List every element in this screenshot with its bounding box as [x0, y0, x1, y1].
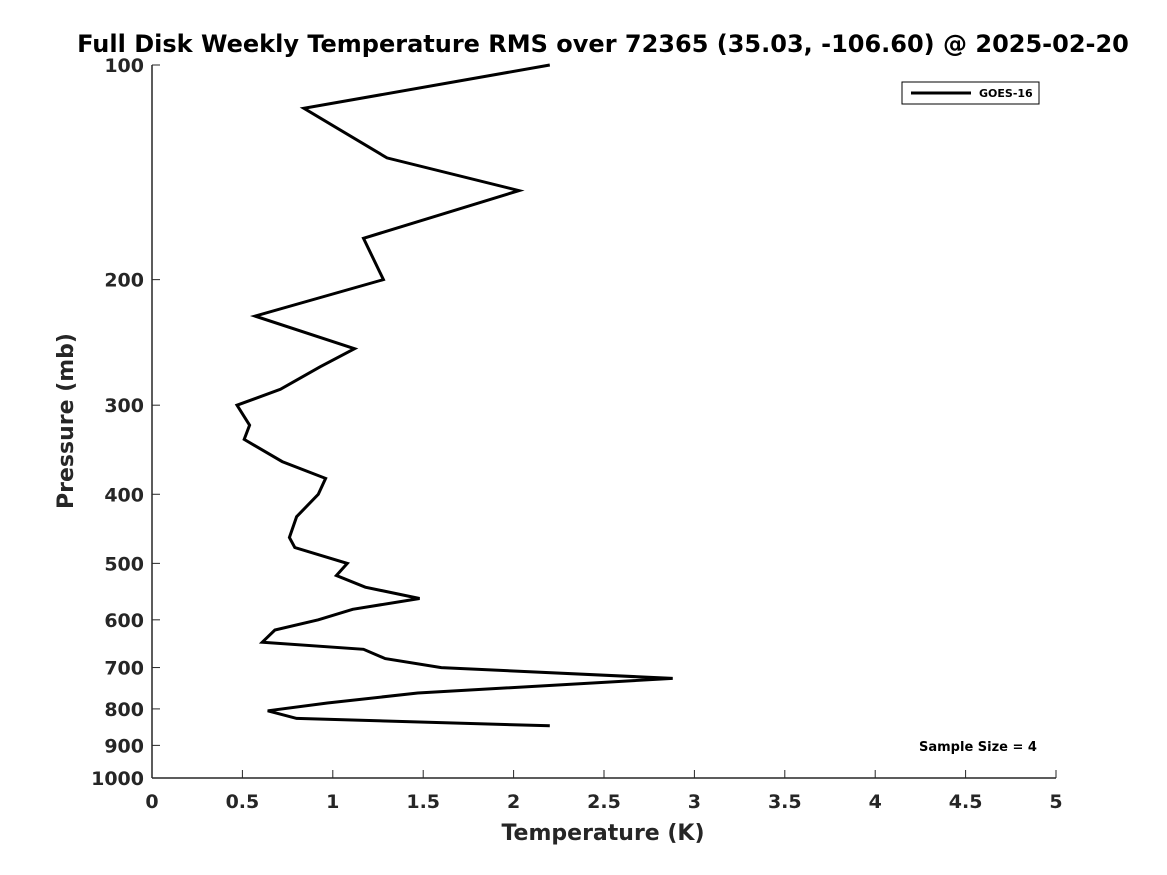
legend: GOES-16 — [901, 81, 1040, 105]
y-tick-label: 300 — [104, 395, 144, 417]
y-tick-label: 900 — [104, 735, 144, 757]
chart-title: Full Disk Weekly Temperature RMS over 72… — [77, 30, 1129, 58]
x-tick-label: 0.5 — [226, 791, 260, 813]
y-axis-label: Pressure (mb) — [54, 333, 79, 509]
x-tick-label: 2 — [507, 791, 520, 813]
y-tick-label: 600 — [104, 610, 144, 632]
series-layer — [234, 63, 673, 728]
y-tick-label: 400 — [104, 484, 144, 506]
x-tick-label: 2.5 — [587, 791, 621, 813]
y-tick-label: 700 — [104, 658, 144, 680]
x-tick-label: 3 — [688, 791, 701, 813]
x-tick-label: 1.5 — [406, 791, 440, 813]
sample-size-annotation: Sample Size = 4 — [919, 740, 1037, 755]
x-tick-label: 0 — [145, 791, 158, 813]
series-line-goes-16 — [234, 63, 673, 728]
x-axis-label: Temperature (K) — [501, 821, 704, 846]
x-tick-label: 4 — [869, 791, 882, 813]
y-tick-label: 800 — [104, 699, 144, 721]
y-tick-label: 100 — [104, 55, 144, 77]
x-tick-label: 1 — [326, 791, 339, 813]
x-axis-ticks: 0 0.5 1 1.5 2 2.5 3 3.5 4 4.5 5 — [145, 770, 1063, 813]
y-tick-label: 200 — [104, 270, 144, 292]
axes — [151, 65, 1056, 779]
x-tick-label: 3.5 — [768, 791, 802, 813]
x-tick-label: 4.5 — [949, 791, 983, 813]
legend-label-goes-16: GOES-16 — [979, 87, 1033, 100]
y-tick-label: 500 — [104, 553, 144, 575]
x-tick-label: 5 — [1049, 791, 1062, 813]
y-tick-label: 1000 — [91, 768, 144, 790]
y-axis-ticks: 100 200 300 400 500 600 700 800 900 1000 — [91, 55, 160, 790]
